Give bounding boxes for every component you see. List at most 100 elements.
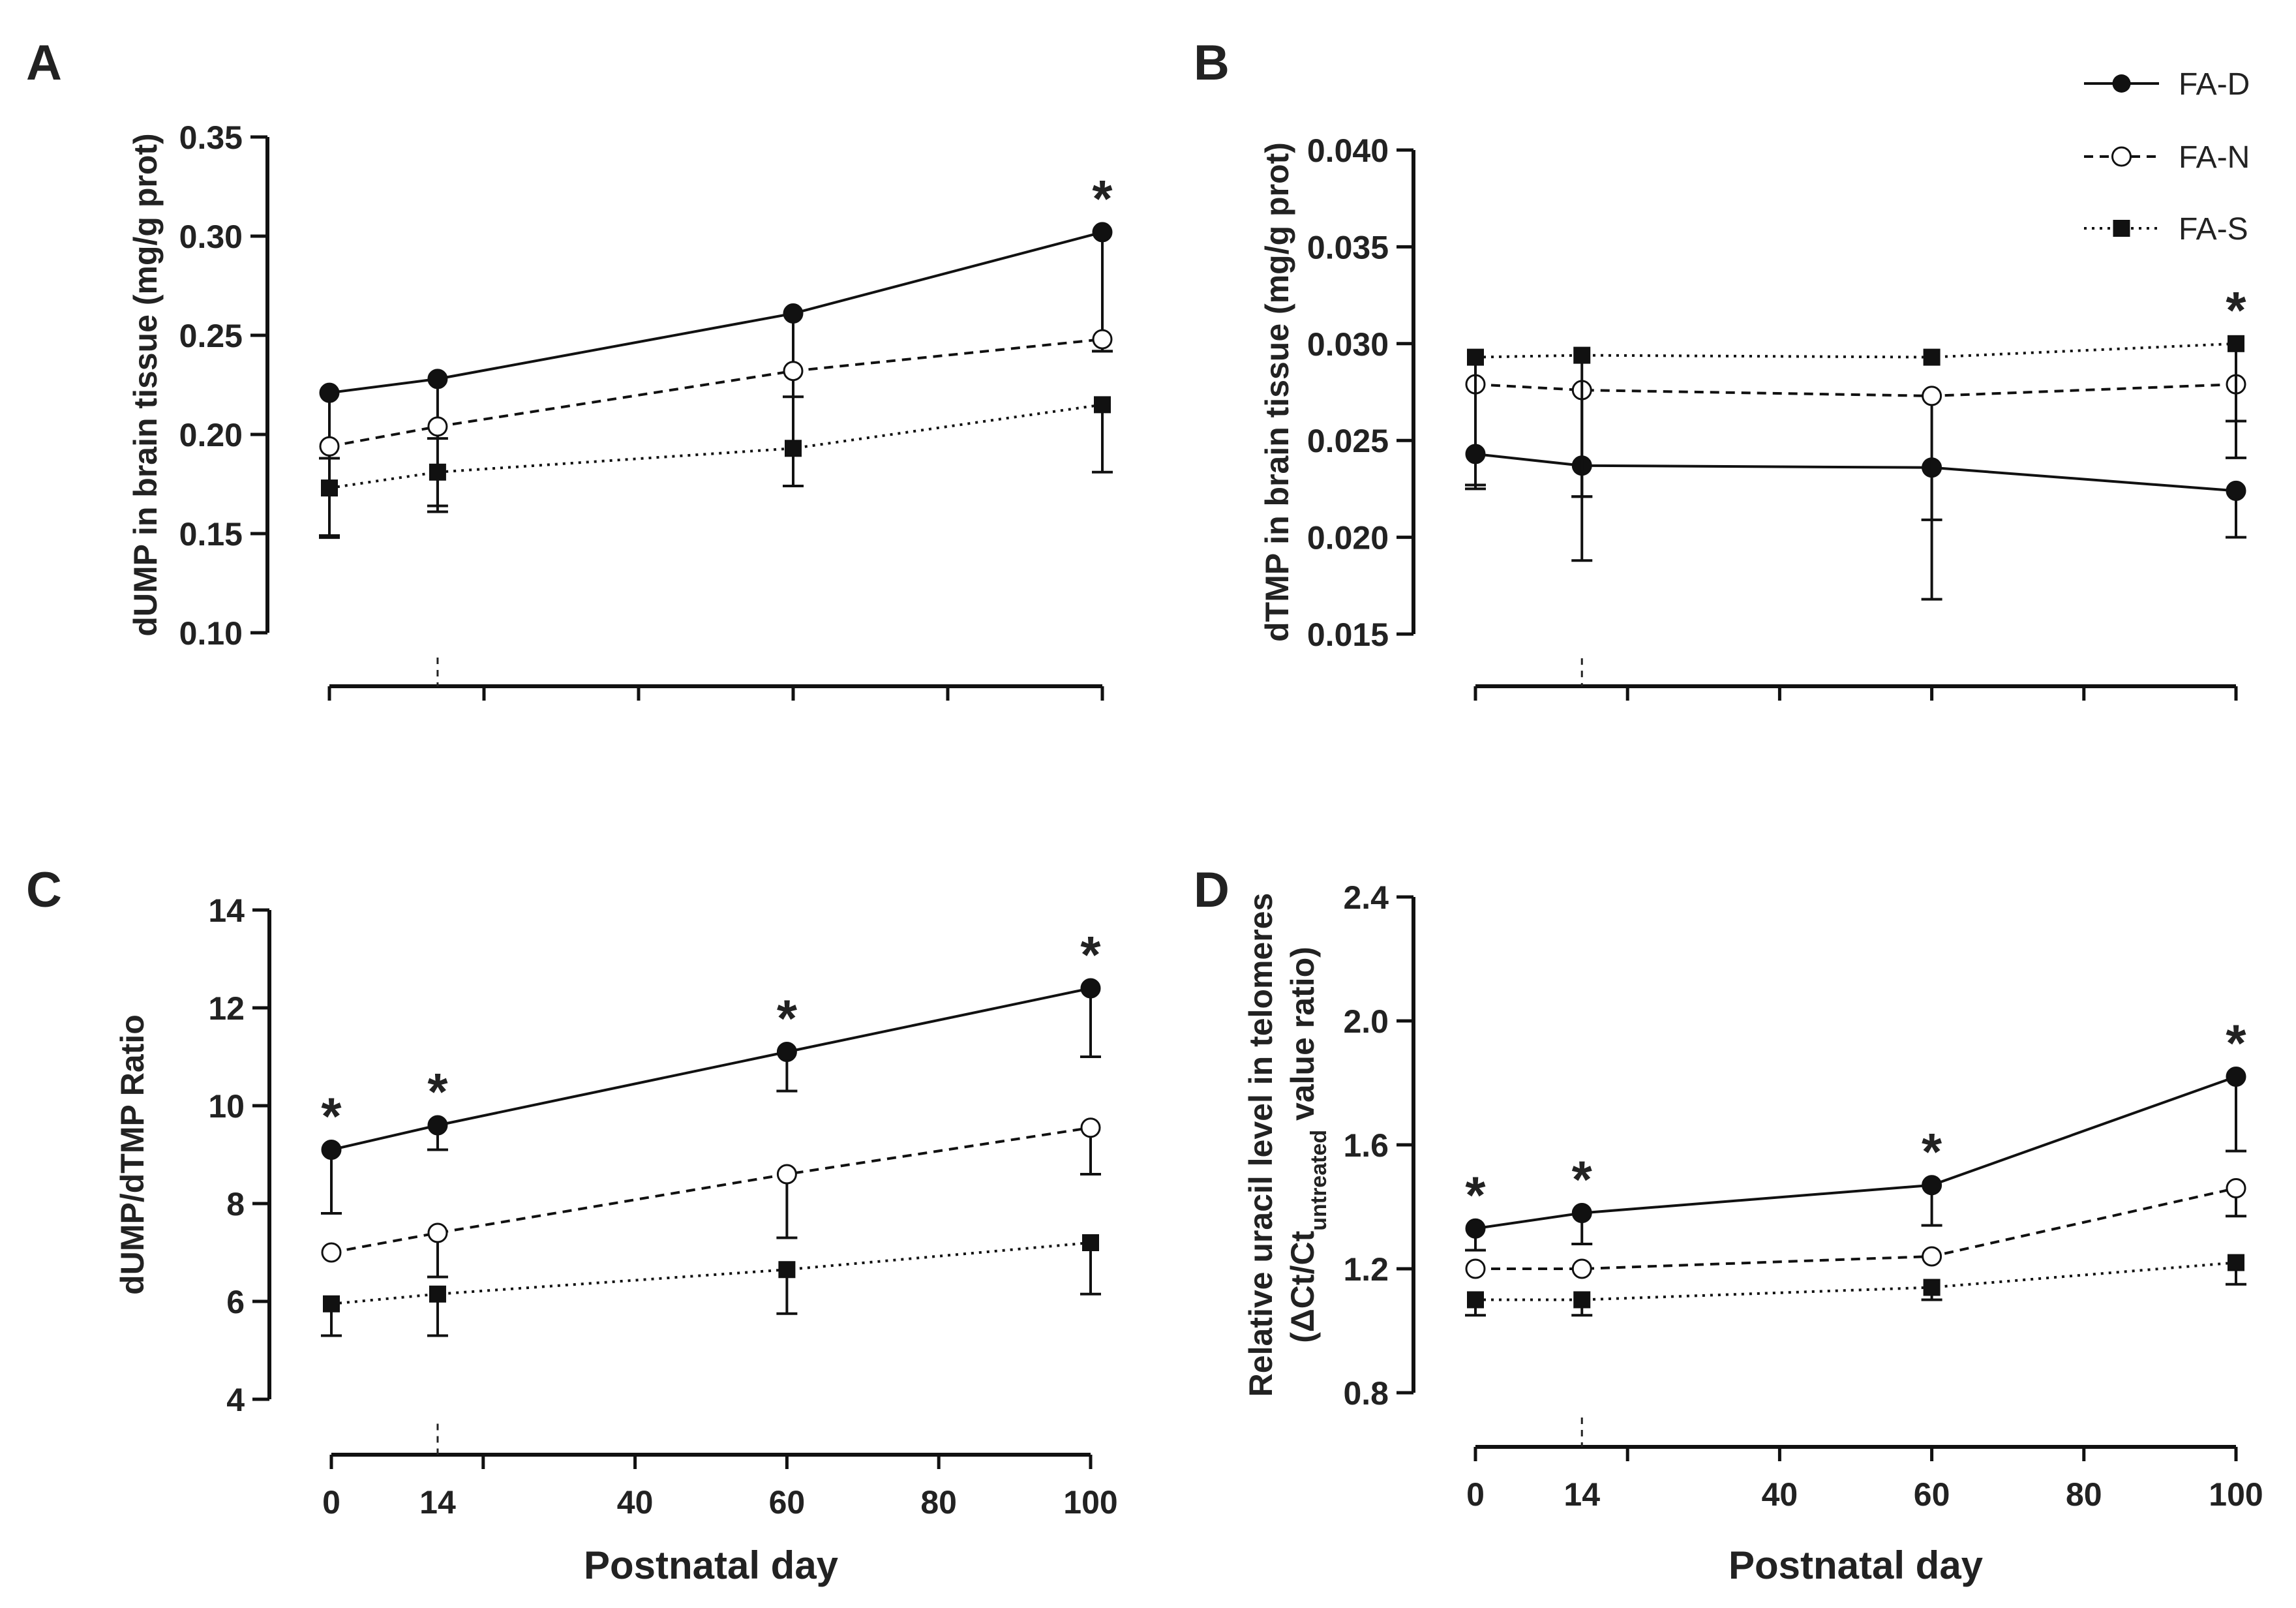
panel-letter: A bbox=[26, 35, 62, 91]
x-tick-label: 100 bbox=[2209, 1476, 2263, 1513]
x-tick-label: 60 bbox=[769, 1484, 806, 1521]
data-point-fa-n bbox=[1922, 386, 1942, 406]
series-line-fa-d bbox=[1475, 1075, 2237, 1230]
x-tick-label: 60 bbox=[1914, 1476, 1950, 1513]
series-line-fa-n bbox=[331, 1126, 1091, 1254]
panel-b: B 0.015 0.020 0.025 0.030 0.035 0.040 dTMP in b… bbox=[1194, 35, 2246, 701]
y-tick-label: 0.015 bbox=[1307, 616, 1389, 653]
y-tick-label: 0.30 bbox=[179, 219, 243, 255]
y-tick-label: 0.25 bbox=[179, 318, 243, 354]
y-axis-title: dUMP/dTMP Ratio bbox=[114, 1014, 151, 1295]
data-point-fa-d bbox=[1922, 1175, 1942, 1196]
y-axis-title-line1: Relative uracil level in telomeres bbox=[1243, 893, 1279, 1397]
series-line-fa-n bbox=[1475, 1187, 2237, 1270]
y-tick-label: 4 bbox=[226, 1382, 245, 1418]
data-point-fa-d bbox=[427, 369, 448, 389]
data-point-fa-n bbox=[2226, 1178, 2246, 1198]
significance-star: * bbox=[777, 990, 798, 1048]
panel-letter: B bbox=[1194, 35, 1230, 91]
data-point-fa-s bbox=[1082, 1234, 1099, 1251]
significance-star: * bbox=[1465, 1166, 1486, 1224]
data-point-fa-s bbox=[1923, 1279, 1941, 1296]
y-axis-title: dTMP in brain tissue (mg/g prot) bbox=[1259, 142, 1295, 642]
data-point-fa-d bbox=[319, 382, 340, 403]
y-tick-label: 0.020 bbox=[1307, 520, 1389, 556]
data-point-fa-d bbox=[2226, 1067, 2246, 1087]
data-point-fa-s bbox=[1573, 1291, 1591, 1309]
series-line-fa-n bbox=[1475, 383, 2237, 397]
x-axis-title: Postnatal day bbox=[584, 1543, 839, 1587]
data-point-fa-s bbox=[1094, 396, 1111, 414]
significance-star: * bbox=[1092, 170, 1113, 228]
data-point-fa-d bbox=[427, 1115, 448, 1136]
panel-c: C 4 6 8 10 12 14 0 14 40 60 80 100 Postnatal day dUMP/… bbox=[26, 862, 1118, 1587]
data-point-fa-d bbox=[1571, 1203, 1592, 1223]
y-tick-label: 1.6 bbox=[1343, 1127, 1389, 1164]
data-point-fa-n bbox=[1922, 1246, 1942, 1267]
data-point-fa-d bbox=[1465, 1218, 1486, 1239]
y-axis-title: dUMP in brain tissue (mg/g prot) bbox=[127, 133, 164, 636]
legend-marker-fa-d bbox=[2112, 74, 2131, 93]
data-point-fa-d bbox=[776, 1042, 797, 1062]
data-point-fa-n bbox=[427, 416, 448, 437]
series-line-fa-n bbox=[329, 338, 1103, 448]
y-tick-label: 0.8 bbox=[1343, 1375, 1389, 1412]
data-point-fa-n bbox=[319, 436, 340, 457]
data-point-fa-s bbox=[778, 1261, 796, 1279]
data-point-fa-n bbox=[783, 361, 804, 382]
data-point-fa-s bbox=[1923, 348, 1941, 366]
y-tick-label: 0.030 bbox=[1307, 326, 1389, 363]
legend-marker-fa-s bbox=[2113, 220, 2130, 237]
significance-star: * bbox=[1080, 926, 1101, 984]
x-tick-label: 100 bbox=[1063, 1484, 1117, 1521]
data-point-fa-s bbox=[1573, 346, 1591, 364]
data-point-fa-s bbox=[785, 440, 802, 457]
panel-letter: D bbox=[1194, 862, 1230, 918]
data-point-fa-n bbox=[427, 1222, 448, 1243]
panel-letter: C bbox=[26, 862, 62, 918]
data-point-fa-n bbox=[776, 1164, 797, 1185]
x-tick-label: 80 bbox=[920, 1484, 957, 1521]
series-line-fa-d bbox=[1475, 452, 2237, 493]
data-point-fa-d bbox=[321, 1140, 342, 1160]
data-point-fa-n bbox=[1465, 1258, 1486, 1279]
y-tick-label: 12 bbox=[208, 990, 245, 1027]
data-point-fa-s bbox=[429, 1285, 446, 1303]
series-line-fa-s bbox=[331, 1241, 1091, 1305]
y-tick-label: 1.2 bbox=[1343, 1251, 1389, 1288]
y-tick-label: 0.10 bbox=[179, 615, 243, 652]
data-point-fa-n bbox=[1092, 329, 1113, 350]
data-point-fa-s bbox=[1467, 348, 1484, 366]
x-tick-label: 40 bbox=[1762, 1476, 1798, 1513]
x-axis-title: Postnatal day bbox=[1729, 1543, 1984, 1587]
significance-star: * bbox=[1572, 1151, 1593, 1209]
data-point-fa-s bbox=[323, 1295, 340, 1312]
data-point-fa-s bbox=[2228, 335, 2244, 352]
data-point-fa-n bbox=[1080, 1117, 1101, 1138]
x-tick-label: 0 bbox=[1466, 1476, 1485, 1513]
significance-star: * bbox=[2226, 1014, 2246, 1072]
legend-label-fa-d: FA-D bbox=[2179, 67, 2250, 102]
data-point-fa-n bbox=[1571, 1258, 1592, 1279]
y-tick-label: 0.025 bbox=[1307, 423, 1389, 459]
y-tick-label: 14 bbox=[208, 892, 245, 929]
panel-a: A 0.10 0.15 0.20 0.25 0.30 0.35 dUMP in brain t… bbox=[26, 35, 1113, 701]
y-axis-title-line2: (ΔCt/Ctuntreated value ratio) bbox=[1284, 947, 1331, 1343]
significance-star: * bbox=[321, 1087, 342, 1145]
legend-marker-fa-n bbox=[2111, 146, 2132, 167]
y-tick-label: 0.35 bbox=[179, 119, 243, 156]
data-point-fa-s bbox=[1467, 1291, 1484, 1309]
y-tick-label: 0.035 bbox=[1307, 229, 1389, 265]
legend-label-fa-s: FA-S bbox=[2179, 212, 2248, 247]
legend-label-fa-n: FA-N bbox=[2179, 140, 2250, 175]
x-tick-label: 14 bbox=[1563, 1476, 1600, 1513]
y-tick-label: 2.4 bbox=[1343, 879, 1389, 916]
series-line-fa-d bbox=[331, 987, 1091, 1151]
data-point-fa-d bbox=[1080, 978, 1101, 999]
y-tick-label: 0.20 bbox=[179, 417, 243, 453]
y-tick-label: 6 bbox=[226, 1284, 245, 1320]
legend: FA-D FA-N FA-S bbox=[2084, 67, 2250, 247]
y-tick-label: 10 bbox=[208, 1088, 245, 1125]
data-point-fa-d bbox=[1092, 222, 1113, 243]
